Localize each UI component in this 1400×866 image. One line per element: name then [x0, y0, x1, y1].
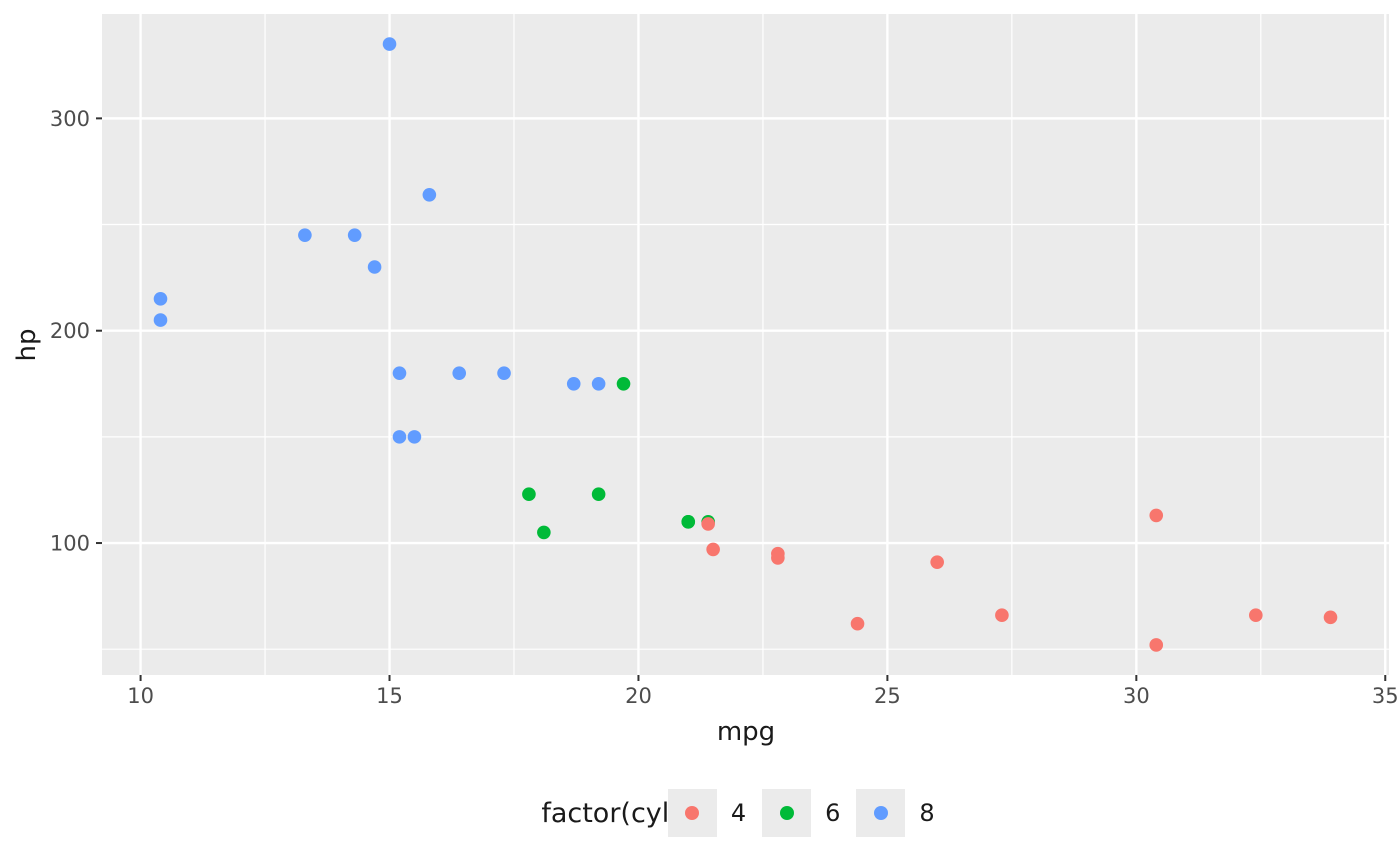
data-point-cyl6: [591, 487, 606, 501]
data-point-cyl4: [1149, 638, 1164, 652]
plot-canvas: 10 15 20 25 30 35 100 200 300: [50, 14, 1399, 708]
data-point-cyl8: [347, 228, 362, 242]
x-tick-label: 15: [376, 684, 403, 708]
legend-dot-4: [685, 806, 700, 820]
legend-label-4: 4: [730, 799, 747, 827]
data-point-cyl4: [850, 616, 865, 631]
data-point-cyl8: [591, 376, 606, 391]
legend-key-6: [762, 789, 812, 837]
legend-label-8: 8: [919, 799, 935, 827]
legend-key-4: [667, 789, 717, 837]
data-point-cyl8: [153, 313, 168, 327]
data-point-cyl8: [153, 292, 168, 306]
x-axis-title: mpg: [716, 717, 776, 747]
legend-entries: 4 6 8: [667, 789, 951, 837]
legend: factor(cyl) 4 6 8: [102, 789, 1390, 837]
legend-label-6: 6: [825, 799, 841, 827]
data-point-cyl8: [392, 430, 407, 444]
x-tick-label: 20: [625, 684, 652, 708]
legend-entry-8: 8: [856, 789, 950, 837]
data-point-cyl8: [422, 188, 437, 202]
legend-entry-6: 6: [762, 789, 856, 837]
y-tick-label: 300: [50, 107, 90, 131]
data-point-cyl4: [930, 555, 944, 569]
legend-key-8: [856, 789, 906, 837]
y-tick-label: 100: [50, 532, 90, 556]
x-tick-label: 30: [1123, 684, 1150, 708]
y-axis-title: hp: [12, 328, 42, 362]
data-point-cyl4: [1149, 508, 1164, 523]
data-point-cyl6: [681, 515, 696, 529]
data-point-cyl4: [771, 546, 785, 561]
x-tick-label: 10: [127, 684, 154, 708]
legend-title: factor(cyl): [541, 797, 680, 829]
x-tick-label: 35: [1372, 684, 1399, 708]
data-point-cyl6: [616, 376, 631, 391]
legend-dot-8: [873, 806, 888, 820]
data-point-cyl4: [1249, 608, 1263, 623]
data-point-cyl8: [497, 366, 511, 380]
legend-entry-4: 4: [667, 789, 762, 837]
panel-background: [102, 14, 1389, 675]
data-point-cyl8: [407, 430, 422, 444]
x-tick-label: 25: [874, 684, 901, 708]
data-point-cyl6: [522, 487, 536, 501]
data-point-cyl8: [452, 366, 467, 380]
data-point-cyl8: [392, 366, 407, 380]
data-point-cyl6: [537, 525, 551, 540]
data-point-cyl8: [382, 37, 397, 51]
data-point-cyl4: [1323, 610, 1338, 625]
data-point-cyl8: [566, 376, 581, 391]
legend-dot-6: [779, 806, 794, 820]
data-point-cyl8: [367, 260, 382, 274]
data-point-cyl4: [995, 608, 1009, 623]
data-point-cyl4: [706, 542, 720, 557]
y-tick-label: 200: [50, 319, 90, 343]
data-point-cyl4: [701, 517, 715, 531]
data-point-cyl8: [298, 228, 312, 242]
